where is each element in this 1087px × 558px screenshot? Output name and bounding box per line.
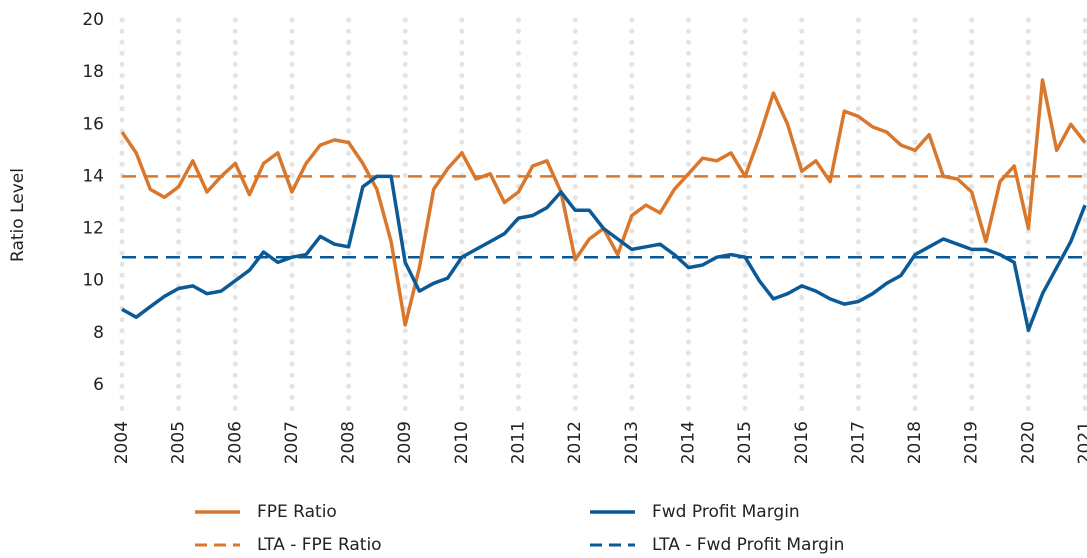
x-tick-label: 2021 xyxy=(1075,421,1087,464)
x-tick-label: 2015 xyxy=(735,421,755,464)
legend-label: LTA - FPE Ratio xyxy=(257,535,382,555)
x-tick-label: 2016 xyxy=(792,421,812,464)
y-tick-label: 16 xyxy=(82,114,104,134)
x-tick-label: 2008 xyxy=(339,421,359,464)
x-tick-label: 2020 xyxy=(1018,421,1038,464)
x-tick-label: 2019 xyxy=(962,421,982,464)
x-tick-label: 2004 xyxy=(112,421,132,464)
y-tick-label: 20 xyxy=(82,10,104,30)
legend-label: FPE Ratio xyxy=(257,502,337,522)
x-tick-label: 2012 xyxy=(565,421,585,464)
legend-label: LTA - Fwd Profit Margin xyxy=(652,535,844,555)
x-tick-label: 2007 xyxy=(282,421,302,464)
x-tick-label: 2006 xyxy=(225,421,245,464)
data-line xyxy=(121,174,1087,332)
y-tick-label: 12 xyxy=(82,219,104,239)
x-tick-label: 2013 xyxy=(622,421,642,464)
y-axis-label: Ratio Level xyxy=(8,168,28,262)
legend-label: Fwd Profit Margin xyxy=(652,502,800,522)
y-tick-label: 18 xyxy=(82,62,104,82)
x-tick-label: 2011 xyxy=(509,421,529,464)
x-tick-label: 2017 xyxy=(848,421,868,464)
x-tick-label: 2005 xyxy=(169,421,189,464)
x-tick-label: 2009 xyxy=(395,421,415,464)
y-tick-label: 10 xyxy=(82,271,104,291)
x-tick-label: 2018 xyxy=(905,421,925,464)
y-tick-label: 8 xyxy=(93,323,104,343)
x-tick-label: 2010 xyxy=(452,421,472,464)
y-tick-label: 14 xyxy=(82,166,104,186)
x-tick-label: 2014 xyxy=(678,421,698,464)
data-line xyxy=(120,78,1087,327)
y-tick-label: 6 xyxy=(93,375,104,395)
